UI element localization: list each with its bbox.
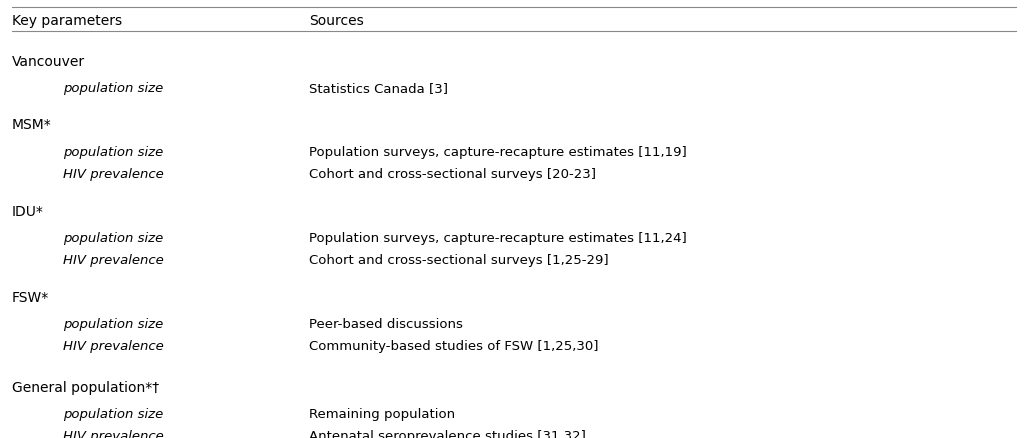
Text: Community-based studies of FSW [1,25,30]: Community-based studies of FSW [1,25,30] — [309, 340, 598, 353]
Text: Antenatal seroprevalence studies [31,32]: Antenatal seroprevalence studies [31,32] — [309, 430, 586, 438]
Text: Sources: Sources — [309, 14, 364, 28]
Text: HIV prevalence: HIV prevalence — [63, 340, 163, 353]
Text: population size: population size — [63, 318, 163, 331]
Text: population size: population size — [63, 232, 163, 245]
Text: Cohort and cross-sectional surveys [1,25-29]: Cohort and cross-sectional surveys [1,25… — [309, 254, 609, 267]
Text: FSW*: FSW* — [11, 291, 49, 305]
Text: Key parameters: Key parameters — [11, 14, 121, 28]
Text: HIV prevalence: HIV prevalence — [63, 430, 163, 438]
Text: Cohort and cross-sectional surveys [20-23]: Cohort and cross-sectional surveys [20-2… — [309, 168, 596, 181]
Text: Remaining population: Remaining population — [309, 408, 455, 421]
Text: General population*†: General population*† — [11, 381, 158, 395]
Text: population size: population size — [63, 408, 163, 421]
Text: Statistics Canada [3]: Statistics Canada [3] — [309, 82, 448, 95]
Text: IDU*: IDU* — [11, 205, 43, 219]
Text: Peer-based discussions: Peer-based discussions — [309, 318, 463, 331]
Text: MSM*: MSM* — [11, 118, 51, 132]
Text: HIV prevalence: HIV prevalence — [63, 168, 163, 181]
Text: population size: population size — [63, 82, 163, 95]
Text: population size: population size — [63, 146, 163, 159]
Text: Population surveys, capture-recapture estimates [11,24]: Population surveys, capture-recapture es… — [309, 232, 687, 245]
Text: HIV prevalence: HIV prevalence — [63, 254, 163, 267]
Text: Vancouver: Vancouver — [11, 55, 84, 69]
Text: Population surveys, capture-recapture estimates [11,19]: Population surveys, capture-recapture es… — [309, 146, 687, 159]
